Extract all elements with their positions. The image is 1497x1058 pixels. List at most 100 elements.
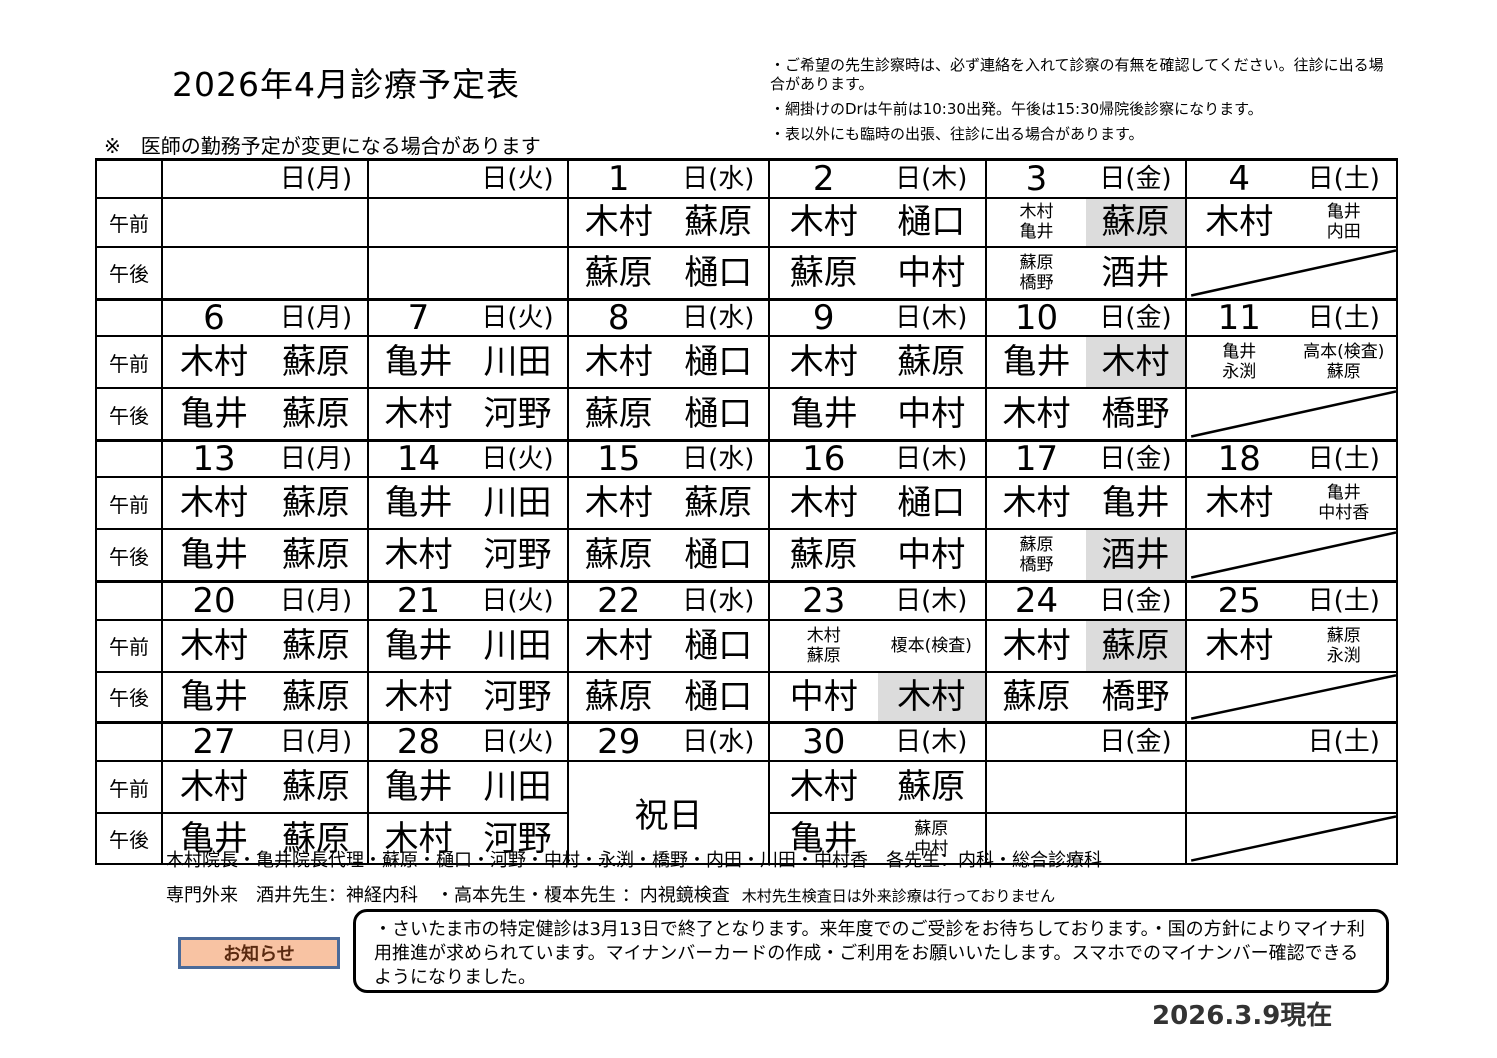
day-header-content: 29 日(水) (570, 725, 767, 759)
am-slot: 木村 蘇原 (161, 476, 369, 530)
doctor-slot: 亀井 (370, 622, 468, 670)
am-row: 午前 木村 蘇原 亀井 川田 木村 樋口 木村 蘇原 亀井 木村 亀井 永渕 高本(検査) 蘇原 (95, 335, 1398, 389)
am-slot: 木村 蘇原 (768, 760, 987, 814)
am-slot: 亀井 永渕 高本(検査) 蘇原 (1185, 335, 1398, 389)
slot-content: 亀井 川田 (370, 622, 566, 670)
day-number-wrap: 22 (570, 585, 669, 618)
am-row: 午前 木村 蘇原 亀井 川田 木村 蘇原 木村 樋口 木村 亀井 木村 亀井 中村香 (95, 476, 1398, 530)
day-number: 13 (192, 440, 236, 477)
doctor-name: 樋口 (684, 535, 753, 575)
doctor-slot: 樋口 (669, 248, 768, 297)
day-number: 8 (607, 299, 630, 336)
day-of-week: 日(木) (895, 585, 968, 616)
day-of-week: 日(木) (895, 302, 968, 333)
doctor-slot: 亀井 (988, 338, 1086, 386)
doctor-slot: 木村 (771, 200, 878, 245)
am-row: 午前 木村 蘇原 亀井 川田 木村 樋口 木村 蘇原 榎本(検査) 木村 蘇原 木村 蘇原 永渕 (95, 618, 1398, 673)
doctor-slot: 樋口 (669, 390, 768, 439)
doctor-name: 亀井 (180, 535, 248, 575)
doctor-name: 蘇原 (282, 342, 350, 382)
day-number: 11 (1217, 299, 1261, 336)
doctor-name: 蘇原 (282, 483, 350, 523)
day-of-week: 日(水) (682, 444, 755, 474)
doctor-name: 樋口 (897, 483, 966, 523)
doctor-slot: 蘇原 (669, 200, 768, 245)
pm-slot: 木村 河野 (367, 528, 569, 583)
slot-content: 亀井 川田 (370, 763, 566, 811)
doctor-slot: 蘇原 (988, 673, 1086, 720)
doctor-name: 木村 (180, 342, 248, 382)
slot-content: 木村 亀井 蘇原 (988, 199, 1184, 245)
pm-slot (1185, 812, 1398, 865)
day-header-content: 21 日(火) (370, 585, 566, 618)
doctor-slot: 榎本(検査) (878, 622, 985, 670)
slot-content: 中村 木村 (771, 673, 984, 721)
day-header: 14 日(火) (367, 439, 569, 478)
day-header-content: 日(金) (988, 726, 1184, 757)
doctor-name: 蘇原 (584, 394, 653, 434)
doctor-name-small: 木村 (806, 625, 841, 646)
doctor-slot: 橋野 (1086, 390, 1184, 439)
day-of-week-wrap: 日(金) (1086, 305, 1184, 331)
day-header: 29 日(水) (567, 720, 770, 762)
day-of-week-wrap: 日(木) (878, 729, 985, 755)
doctor-name: 蘇原 (897, 342, 966, 382)
day-of-week: 日(火) (481, 302, 554, 333)
day-of-week: 日(土) (1307, 302, 1380, 333)
doctor-slot: 木村 (1188, 200, 1292, 245)
doctor-name: 木村 (1101, 342, 1170, 382)
day-number: 14 (396, 440, 441, 477)
doctor-name: 蘇原 (282, 767, 350, 807)
am-slot (161, 196, 369, 248)
day-header-content: 日(火) (370, 166, 566, 192)
day-of-week: 日(水) (682, 585, 755, 616)
slot-content: 亀井 蘇原 中村 (771, 815, 985, 862)
doctor-name-small: 永渕 (1222, 362, 1257, 382)
day-header-content: 28 日(火) (370, 725, 566, 759)
doctors-list: 木村院長・亀井院長代理・蘇原・樋口・河野・中村・永渕・橋野・内田・川田・中村香 … (166, 850, 1102, 871)
day-of-week: 日(金) (1099, 585, 1172, 616)
day-number-wrap: 20 (164, 585, 265, 618)
note-item: ・網掛けのDrは午前は10:30出発。午後は15:30帰院後診察になります。 (770, 100, 1263, 118)
day-of-week: 日(水) (682, 302, 755, 333)
day-of-week-wrap: 日(月) (265, 305, 366, 331)
day-of-week-wrap: 日(月) (265, 166, 366, 192)
day-header-content: 20 日(月) (164, 585, 366, 618)
day-header-content: 25 日(土) (1188, 585, 1395, 618)
doctor-slot: 蘇原 中村 (878, 815, 985, 862)
doctor-slot: 蘇原 (570, 531, 669, 580)
change-notice: ※ 医師の勤務予定が変更になる場合があります (104, 134, 541, 158)
slot-content: 木村 樋口 (771, 479, 984, 527)
day-header: 8 日(水) (567, 297, 770, 337)
doctor-name-small: 亀井 (1326, 202, 1361, 222)
doctor-slot: 亀井 内田 (1292, 200, 1396, 245)
day-header-content: 4 日(土) (1188, 163, 1395, 196)
doctor-name: 亀井 (789, 394, 858, 434)
pm-slot (161, 245, 369, 300)
day-header-content: 1 日(水) (570, 163, 767, 196)
day-number: 17 (1014, 440, 1059, 477)
doctor-slot: 樋口 (669, 622, 768, 670)
doctor-name: 木村 (1002, 394, 1071, 434)
day-of-week: 日(金) (1099, 726, 1172, 757)
slot-content: 蘇原 樋口 (570, 531, 767, 580)
day-number: 6 (203, 299, 225, 336)
am-slot: 木村 亀井 (985, 476, 1187, 530)
am-slot: 亀井 川田 (367, 476, 569, 530)
pm-row: 午後 蘇原 樋口 蘇原 中村 蘇原 橋野 酒井 (95, 245, 1398, 300)
day-of-week: 日(木) (895, 444, 968, 474)
row-label-am: 午前 (95, 760, 163, 814)
day-number-wrap: 24 (988, 585, 1086, 618)
slot-content: 亀井 蘇原 (164, 673, 366, 720)
doctor-slot: 木村 (164, 622, 265, 670)
day-header-content: 11 日(土) (1188, 299, 1395, 336)
notice-button[interactable]: お知らせ (178, 937, 340, 969)
schedule-table: 日(月) 日(火) 1 日(水) 2 日(木) 3 日(金) 4 日(土) 午前 木村 蘇原 木村 樋口 木村… (95, 158, 1398, 865)
row-label-blank (95, 720, 163, 762)
day-of-week-wrap: 日(木) (878, 585, 985, 616)
day-header-content: 9 日(木) (771, 302, 984, 334)
day-header-content: 16 日(木) (771, 443, 984, 475)
doctor-name: 中村 (897, 535, 966, 575)
day-number-wrap: 21 (370, 585, 468, 618)
doctor-name: 木村 (789, 202, 858, 242)
